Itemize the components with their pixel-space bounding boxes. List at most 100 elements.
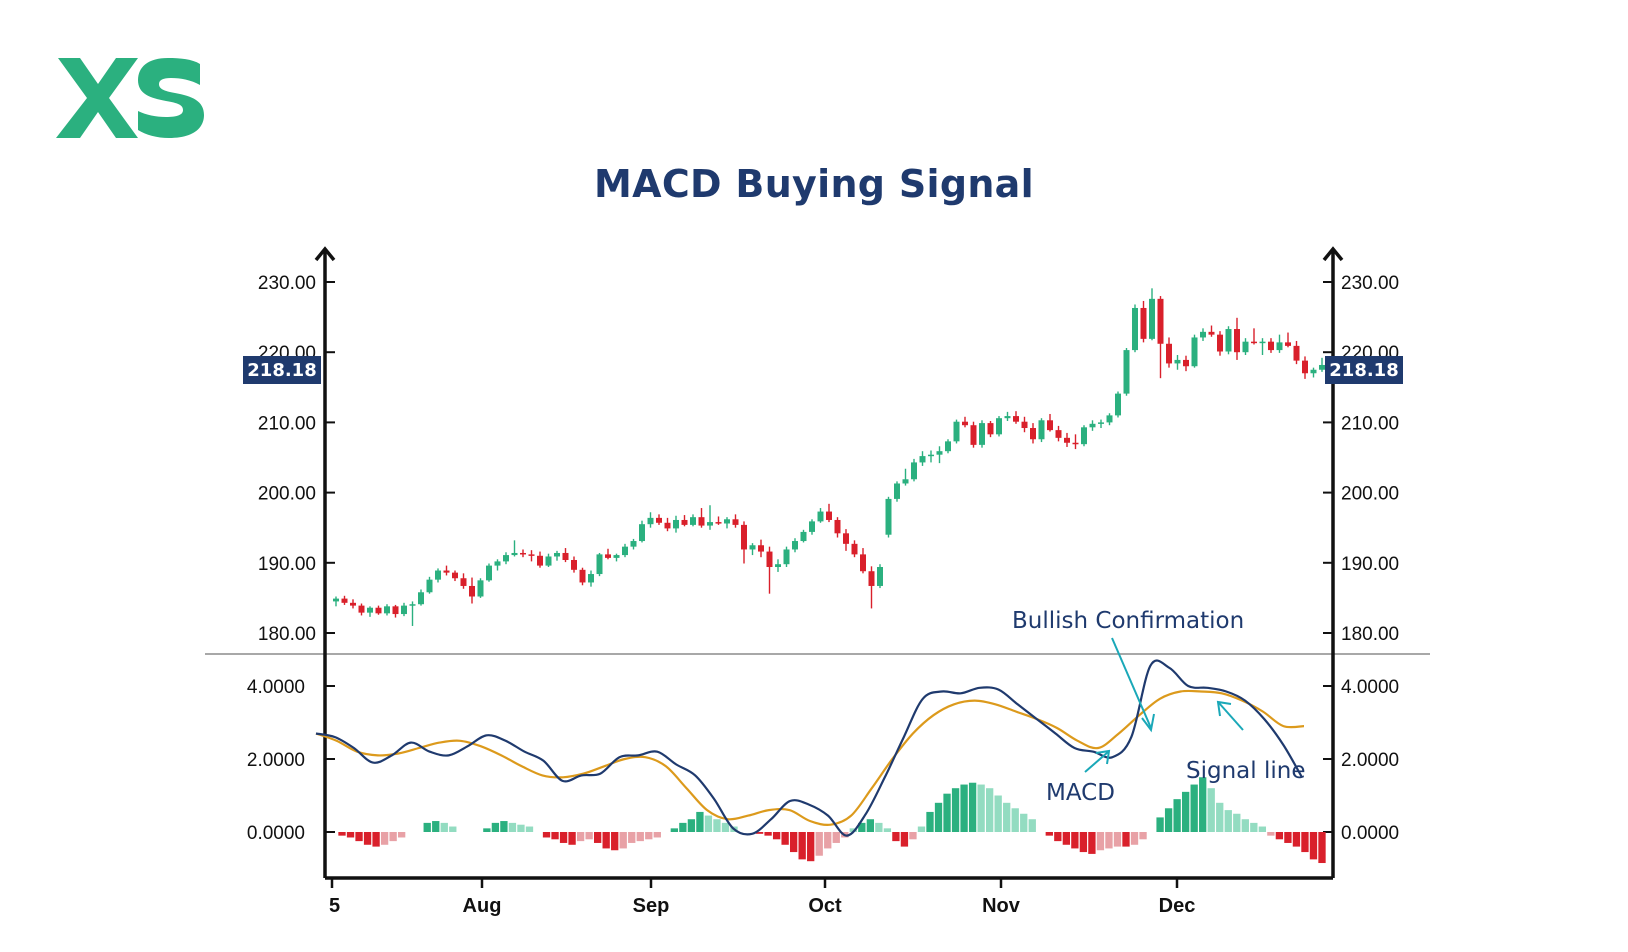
histogram-bar bbox=[713, 819, 721, 832]
candle bbox=[1319, 357, 1325, 372]
candle-body bbox=[596, 554, 603, 575]
histogram-bar bbox=[346, 832, 355, 838]
candle bbox=[588, 570, 594, 587]
price-tick-label-left: 190.00 bbox=[258, 554, 316, 575]
candle-body bbox=[1132, 307, 1138, 351]
candle-body bbox=[392, 606, 399, 615]
histogram-bar bbox=[755, 832, 764, 834]
candle bbox=[673, 515, 679, 533]
macd-tick-label-right: 0.0000 bbox=[1341, 823, 1399, 844]
candle bbox=[469, 577, 475, 604]
annotation-signal: Signal line bbox=[1186, 700, 1305, 784]
candle bbox=[817, 508, 824, 523]
candle-body bbox=[443, 570, 450, 573]
candle-body bbox=[1166, 343, 1172, 364]
candle bbox=[1030, 423, 1036, 444]
annotation-bullish: Bullish Confirmation bbox=[1012, 608, 1244, 733]
histogram-bar bbox=[875, 822, 883, 832]
candle bbox=[418, 589, 424, 606]
histogram-bar bbox=[1071, 832, 1079, 849]
candle bbox=[435, 568, 441, 583]
x-tick-label: Oct bbox=[808, 895, 842, 917]
candle-body bbox=[911, 462, 917, 480]
candle-body bbox=[571, 559, 577, 570]
candle-body bbox=[1055, 430, 1062, 438]
candle bbox=[392, 604, 399, 618]
candle bbox=[792, 538, 798, 553]
histogram-bar bbox=[1292, 832, 1301, 847]
candle bbox=[749, 543, 756, 556]
candle bbox=[1217, 331, 1223, 356]
candle-body bbox=[528, 554, 535, 556]
candle-body bbox=[639, 524, 645, 542]
macd-tick-label-left: 0.0000 bbox=[247, 823, 305, 844]
candle-body bbox=[868, 571, 875, 586]
histogram-bar bbox=[1275, 832, 1284, 840]
histogram-bar bbox=[721, 822, 730, 832]
histogram-bar bbox=[619, 832, 627, 849]
candle-body bbox=[996, 418, 1002, 435]
candle bbox=[1200, 328, 1206, 341]
candle-body bbox=[520, 552, 526, 555]
candle-body bbox=[1115, 393, 1121, 416]
candle bbox=[647, 512, 654, 528]
candle bbox=[894, 481, 900, 502]
candle bbox=[911, 458, 917, 482]
candle-body bbox=[749, 545, 756, 550]
candle-body bbox=[1089, 423, 1096, 428]
histogram-bar bbox=[593, 832, 602, 843]
candle bbox=[766, 546, 773, 594]
histogram-bar bbox=[372, 832, 380, 847]
histogram-bar bbox=[1130, 832, 1139, 845]
candle bbox=[1004, 411, 1011, 421]
histogram-bar bbox=[985, 788, 994, 832]
macd-tick-label-left: 4.0000 bbox=[247, 677, 305, 698]
candle-body bbox=[673, 519, 679, 529]
histogram-bar bbox=[968, 782, 977, 832]
candle-body bbox=[1149, 298, 1155, 339]
histogram-bar bbox=[858, 822, 866, 832]
candle-body bbox=[945, 441, 951, 452]
histogram-bar bbox=[798, 832, 806, 860]
candle-body bbox=[605, 554, 611, 558]
histogram-bar bbox=[559, 832, 568, 843]
candle-body bbox=[1225, 329, 1232, 352]
macd-tick-label-right: 2.0000 bbox=[1341, 750, 1399, 771]
candle-body bbox=[919, 456, 926, 463]
histogram-bar bbox=[517, 824, 525, 832]
price-tick-label-left: 200.00 bbox=[258, 484, 316, 505]
candle-body bbox=[715, 522, 722, 524]
histogram-bar bbox=[670, 828, 679, 832]
candle bbox=[426, 576, 433, 594]
price-tick-label-right: 200.00 bbox=[1341, 484, 1399, 505]
histogram-bar bbox=[1028, 819, 1036, 832]
histogram-bar bbox=[1309, 832, 1318, 860]
candle bbox=[868, 566, 875, 609]
last-price-label-left: 218.18 bbox=[247, 360, 316, 381]
histogram-bar bbox=[423, 822, 431, 832]
candle-body bbox=[469, 585, 475, 597]
candle-body bbox=[962, 421, 968, 426]
macd-histogram bbox=[338, 777, 1326, 864]
histogram-bar bbox=[500, 821, 508, 832]
candle bbox=[936, 446, 943, 464]
histogram-bar bbox=[1301, 832, 1309, 853]
candle bbox=[375, 605, 382, 615]
candle bbox=[1132, 304, 1138, 353]
candle-body bbox=[554, 552, 560, 557]
candle-body bbox=[928, 454, 934, 457]
candle bbox=[775, 559, 781, 572]
candle-body bbox=[1251, 341, 1257, 344]
histogram-bar bbox=[1045, 832, 1053, 836]
candle bbox=[928, 450, 934, 463]
histogram-bar bbox=[628, 832, 636, 843]
candle-body bbox=[477, 580, 484, 597]
candle bbox=[970, 421, 977, 448]
candle bbox=[545, 553, 552, 568]
candle bbox=[1310, 367, 1317, 378]
price-tick-label-right: 210.00 bbox=[1341, 413, 1399, 434]
histogram-bar bbox=[440, 822, 448, 832]
candle-body bbox=[1064, 437, 1070, 443]
candle-body bbox=[375, 607, 382, 614]
candle bbox=[656, 514, 662, 525]
